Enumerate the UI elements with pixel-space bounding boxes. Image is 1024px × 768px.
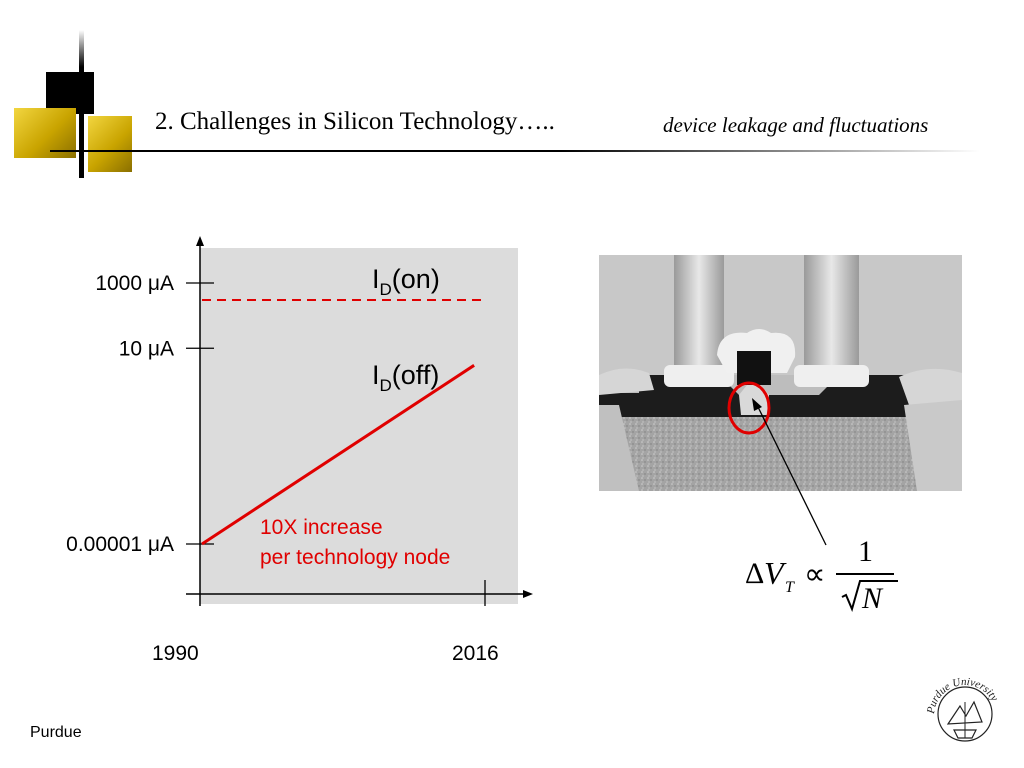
purdue-seal-logo: Purdue University (925, 676, 1000, 742)
formula-denominator: N (841, 580, 898, 613)
annotation-line-1: 10X increase (260, 516, 383, 539)
y-axis-arrow-icon (196, 236, 204, 246)
slide-title: 2. Challenges in Silicon Technology….. (155, 108, 555, 135)
series-line (201, 364, 475, 546)
slide-subtitle: device leakage and fluctuations (663, 113, 929, 137)
plot-background (200, 248, 518, 604)
footer-label: Purdue (30, 724, 82, 741)
formula-denominator-var: N (861, 582, 884, 613)
leakage-chart: 1000 μA 10 μA 0.00001 μA 1990 2016 ID(on) ID… (66, 236, 533, 665)
series-label: ID(on) (372, 264, 440, 299)
x-axis-arrow-icon (523, 590, 533, 598)
header-horizontal-rule (50, 150, 980, 152)
x-tick-label: 2016 (452, 642, 499, 665)
header-gold-square-left (14, 108, 76, 158)
header-gold-square-right (88, 116, 132, 172)
threshold-variation-formula: Δ V T ∝ 1 N (740, 535, 900, 615)
formula-subscript: T (785, 579, 794, 596)
series-label: ID(off) (372, 360, 439, 395)
y-tick-label: 1000 μA (95, 272, 174, 295)
y-tick-label: 0.00001 μA (66, 533, 174, 556)
formula-delta: Δ (745, 557, 765, 590)
formula-numerator: 1 (858, 535, 873, 568)
formula-proportional: ∝ (804, 558, 826, 591)
formula-v: V (764, 555, 784, 591)
x-tick-label: 1990 (152, 642, 199, 665)
transistor-cross-section-image (599, 255, 962, 491)
y-tick-label: 10 μA (119, 337, 174, 360)
header-black-square (46, 72, 94, 114)
formula-fraction-bar (836, 573, 894, 575)
annotation-line-2: per technology node (260, 546, 450, 569)
square-root-icon (841, 580, 898, 612)
